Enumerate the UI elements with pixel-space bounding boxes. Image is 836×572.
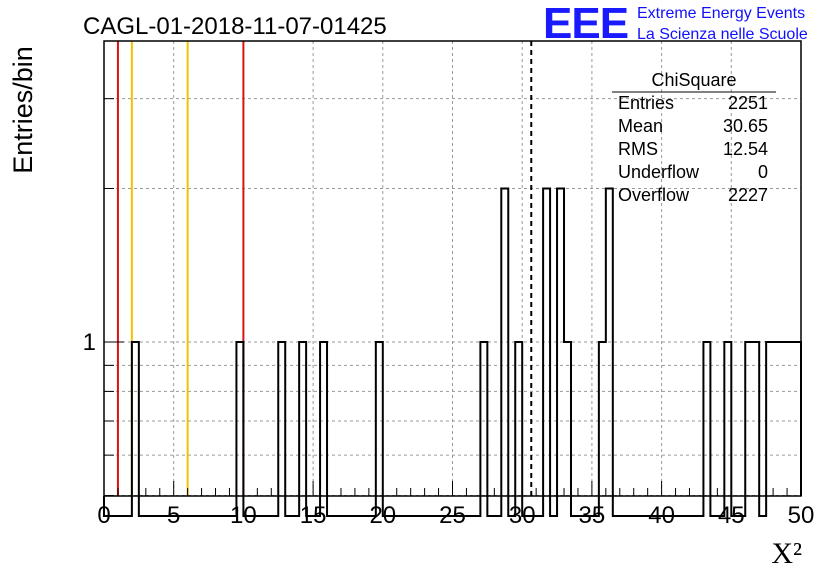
y-axis-label: Entries/bin: [8, 46, 38, 174]
stats-value-rms: 12.54: [723, 139, 768, 159]
stats-box: ChiSquare Entries 2251 Mean 30.65 RMS 12…: [612, 70, 776, 205]
stats-label-entries: Entries: [618, 93, 674, 113]
stats-label-overflow: Overflow: [618, 185, 690, 205]
x-tick-label: 5: [167, 502, 180, 529]
y-tick-label: 1: [83, 329, 96, 356]
stats-value-overflow: 2227: [728, 185, 768, 205]
x-tick-label: 25: [439, 502, 466, 529]
x-tick-label: 50: [788, 502, 815, 529]
stats-label-underflow: Underflow: [618, 162, 700, 182]
histogram-outline: [103, 187, 802, 517]
x-tick-label: 10: [230, 502, 257, 529]
axis-ticks: 0 5 10 15 20 25 30 35 40 45 50 1: [83, 98, 815, 529]
eee-logo: EEE Extreme Energy Events La Scienza nel…: [543, 2, 833, 46]
x-tick-label: 15: [300, 502, 327, 529]
stats-label-rms: RMS: [618, 139, 658, 159]
grid-lines: [103, 41, 802, 497]
x-tick-label: 0: [97, 502, 110, 529]
x-tick-label: 30: [509, 502, 536, 529]
logo-text-line1: Extreme Energy Events: [637, 5, 806, 22]
reference-lines: [116, 41, 533, 496]
logo-text-line2: La Scienza nelle Scuole: [637, 26, 808, 43]
stats-value-mean: 30.65: [723, 116, 768, 136]
eee-logo-mark: EEE: [543, 0, 629, 48]
chart-title: CAGL-01-2018-11-07-01425: [83, 13, 387, 40]
x-tick-label: 20: [369, 502, 396, 529]
stats-name: ChiSquare: [651, 70, 736, 90]
x-tick-label: 35: [579, 502, 606, 529]
stats-value-entries: 2251: [728, 93, 768, 113]
x-axis-label: X²: [771, 537, 802, 570]
histogram-bars: [103, 187, 802, 517]
x-tick-label: 40: [648, 502, 675, 529]
stats-value-underflow: 0: [758, 162, 768, 182]
x-tick-label: 45: [718, 502, 745, 529]
stats-label-mean: Mean: [618, 116, 663, 136]
